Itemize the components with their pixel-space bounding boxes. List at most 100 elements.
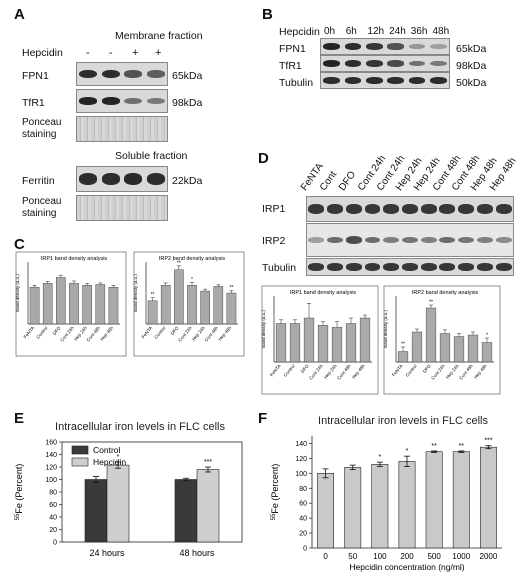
e-ylabel-text: Fe (Percent) [14,464,24,514]
membrane-fraction-title: Membrane fraction [115,30,203,42]
ponceau-label-2: Ponceau staining [22,196,62,219]
f-bar [479,446,497,549]
b-fpn1-blot [320,38,450,55]
f-y-tick-label: 140 [295,441,307,448]
bar [453,336,465,363]
blot-band [387,43,404,50]
chart-title: IRP2 band density analysis [412,290,479,296]
ferritin-label: Ferritin [22,175,55,187]
bar [226,292,237,325]
blot-band [420,263,437,271]
f-category-label: 2000 [480,552,498,561]
e-y-tick-label: 0 [53,540,57,547]
timepoint-label: 12h [367,26,385,37]
e-ylabel-sup: 55 [15,513,21,520]
blot-band [408,77,426,84]
bar [397,351,409,363]
bar [69,283,79,325]
blot-band [408,60,426,67]
blot-band [327,236,344,244]
blot-band [323,77,340,84]
bar [331,326,343,363]
bar [147,300,158,325]
hepcidin-label: Hepcidin [22,47,63,59]
f-category-label: 100 [373,552,387,561]
blot-band [458,263,475,271]
blot-band [495,204,512,214]
blot-band [439,236,456,244]
bar [200,290,210,325]
blot-band [366,60,383,67]
blot-band [79,97,98,105]
f-bar [425,451,443,549]
significance-mark: * [486,333,488,339]
tfr1-size: 98kDa [172,97,203,109]
f-y-tick-label: 0 [303,546,307,553]
blot-band [439,204,456,214]
bar [56,277,66,325]
blot-band [323,43,340,50]
fpn1-blot [76,62,168,86]
blot-band [327,204,344,214]
blot-band [387,60,404,67]
bar [275,323,287,363]
y-axis-label: Band density (a.u.) [383,310,388,348]
ponceau-stain-membrane [76,116,168,142]
blot-band [345,236,362,244]
e-title: Intracellular iron levels in FLC cells [55,421,225,433]
blot-band [124,97,143,105]
e-legend-swatch [71,445,89,455]
b-tubulin-label: Tubulin [279,77,314,89]
significance-mark: ** [229,285,233,291]
blot-band [430,43,447,49]
b-tubulin-blot [320,72,450,89]
timepoint-label: 0h [324,26,336,37]
tick-label: DFO [422,363,432,374]
blot-band [364,204,381,214]
f-category-label: 1000 [452,552,470,561]
significance-mark: * [191,277,193,283]
b-tfr1-blot [320,55,450,72]
timepoint-label: 36h [410,26,428,37]
e-y-tick-label: 120 [45,465,57,472]
f-ylabel-text: Fe (Percent) [270,464,280,514]
treatment-sign: + [155,47,162,59]
chart-title: IRP1 band density analysis [41,256,108,262]
f-y-axis-label: 55Fe (Percent) [270,464,280,521]
f-significance: * [378,454,381,461]
fpn1-size: 65kDa [172,70,203,82]
tick-label: DFO [300,363,310,374]
blot-band [364,263,381,271]
blot-band [344,77,362,84]
f-bar [398,461,416,549]
bar [411,331,423,363]
blot-band [327,263,344,271]
e-legend-swatch [71,457,89,467]
e-bar [106,464,130,543]
blot-band [366,77,383,84]
fpn1-label: FPN1 [22,70,49,82]
f-title: Intracellular iron levels in FLC cells [318,415,488,427]
blot-band [146,70,165,78]
f-category-label: 0 [323,552,328,561]
blot-band [383,204,400,214]
ferritin-blot [76,166,168,192]
hepcidin-time-label: Hepcidin [279,26,320,38]
e-y-tick-label: 160 [45,440,57,447]
blot-band [408,43,426,50]
panel-f-label: F [258,410,268,427]
significance-mark: ** [429,300,433,306]
blot-band [402,204,418,214]
bar [481,342,493,363]
significance-mark: ** [401,342,405,348]
bar [439,333,451,363]
bar [42,283,53,325]
d-tubulin-blot [306,258,514,276]
panel-c-label: C [14,236,25,253]
blot-band [476,236,493,244]
e-y-tick-label: 140 [45,452,57,459]
y-axis-label: Band density (a.u.) [261,310,266,348]
blot-band [101,97,120,105]
f-y-tick-label: 60 [299,501,307,508]
bar [467,334,479,363]
